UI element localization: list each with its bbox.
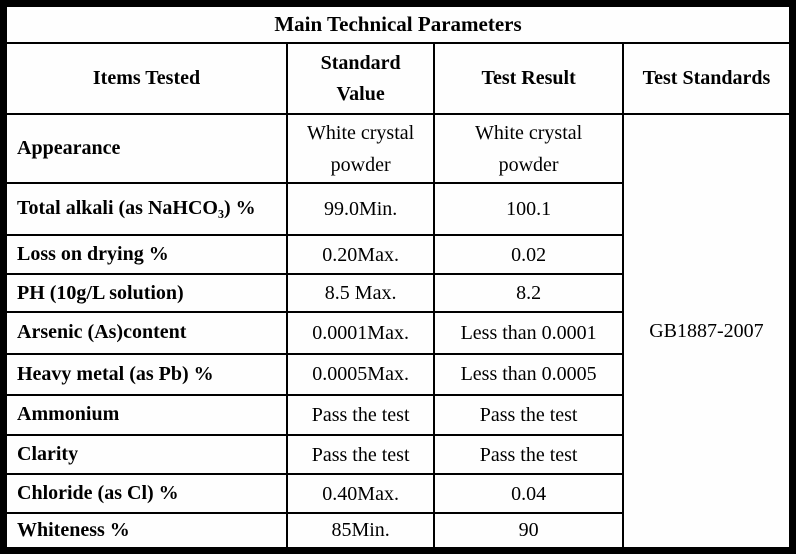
- title-row: Main Technical Parameters: [2, 2, 794, 45]
- test-result-cell: 90: [433, 511, 624, 552]
- test-result-cell: 100.1: [433, 182, 624, 236]
- table-row: Chloride (as Cl) % 0.40Max. 0.04: [2, 473, 793, 514]
- test-result-cell: Less than 0.0005: [433, 352, 624, 397]
- table-row: Clarity Pass the test Pass the test: [2, 433, 793, 476]
- table-title: Main Technical Parameters: [2, 2, 794, 45]
- test-result-cell: 8.2: [433, 273, 624, 313]
- header-row: Items Tested Standard Value Test Result …: [2, 42, 794, 116]
- col-header-items-tested: Items Tested: [2, 42, 288, 116]
- standard-value-cell: 0.20Max.: [285, 233, 436, 276]
- table-row: Whiteness % 85Min. 90: [2, 511, 793, 552]
- test-result-cell: Pass the test: [433, 433, 624, 476]
- test-result-cell: Less than 0.0001: [433, 310, 624, 355]
- table-row: Arsenic (As)content 0.0001Max. Less than…: [2, 310, 793, 355]
- item-cell: Total alkali (as NaHCO₃) %: [2, 182, 288, 236]
- standard-value-cell: Pass the test: [285, 394, 436, 436]
- test-result-cell: Pass the test: [433, 394, 624, 436]
- test-result-cell: 0.04: [433, 473, 624, 514]
- standard-value-cell: White crystal powder: [285, 113, 436, 185]
- item-cell: Ammonium: [2, 394, 288, 436]
- item-cell: Chloride (as Cl) %: [2, 473, 288, 514]
- standard-value-cell: 0.0001Max.: [285, 310, 436, 355]
- standard-value-cell: 8.5 Max.: [285, 273, 436, 313]
- item-cell: Whiteness %: [2, 511, 288, 552]
- item-cell: Appearance: [2, 113, 288, 185]
- item-cell: Arsenic (As)content: [2, 310, 288, 355]
- standard-value-cell: 99.0Min.: [285, 182, 436, 236]
- standard-value-cell: 0.0005Max.: [285, 352, 436, 397]
- table-row: PH (10g/L solution) 8.5 Max. 8.2: [2, 273, 793, 313]
- test-standard-cell: GB1887-2007: [621, 113, 794, 552]
- item-cell: Clarity: [2, 433, 288, 476]
- standard-value-cell: 85Min.: [285, 511, 436, 552]
- item-cell: Loss on drying %: [2, 233, 288, 276]
- table-row: Total alkali (as NaHCO₃) % 99.0Min. 100.…: [2, 182, 793, 236]
- test-result-cell: 0.02: [433, 233, 624, 276]
- table-row: Ammonium Pass the test Pass the test: [2, 394, 793, 436]
- table-row: Heavy metal (as Pb) % 0.0005Max. Less th…: [2, 352, 793, 397]
- col-header-test-result: Test Result: [433, 42, 624, 116]
- test-result-cell: White crystal powder: [433, 113, 624, 185]
- item-cell: PH (10g/L solution): [2, 273, 288, 313]
- standard-value-cell: 0.40Max.: [285, 473, 436, 514]
- table-row: Appearance White crystal powder White cr…: [2, 113, 794, 552]
- standard-value-cell: Pass the test: [285, 433, 436, 476]
- col-header-test-standards: Test Standards: [621, 42, 794, 116]
- table-row: Loss on drying % 0.20Max. 0.02: [2, 233, 793, 276]
- col-header-standard-value: Standard Value: [285, 42, 436, 116]
- item-cell: Heavy metal (as Pb) %: [2, 352, 288, 397]
